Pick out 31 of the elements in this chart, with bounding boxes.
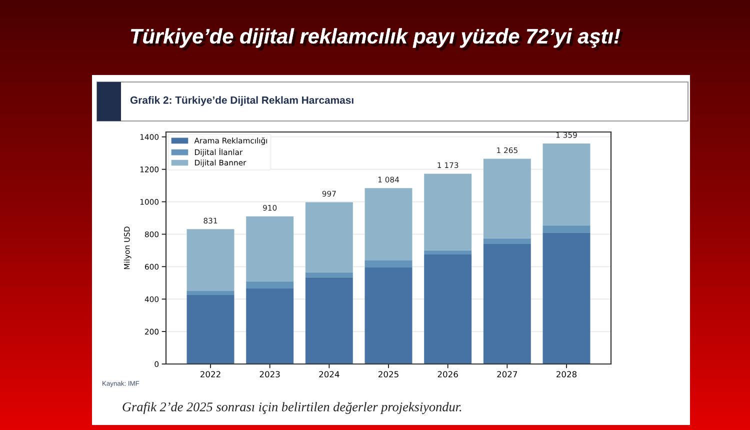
bar (186, 290, 234, 296)
text: Grafik 2’de 2025 sonrası için belirtilen değerler projeksiyondur. (122, 402, 462, 414)
x-tick-label: 2024 (319, 371, 340, 378)
bar (483, 158, 531, 238)
bar (246, 281, 294, 289)
x-tick-label: 2028 (556, 371, 577, 378)
x-tick-label: 2027 (497, 371, 518, 378)
bar (424, 174, 472, 250)
bar (364, 188, 412, 260)
bar (483, 238, 531, 244)
bar (542, 225, 590, 233)
bar (364, 260, 412, 268)
bar (246, 216, 294, 282)
bar (305, 277, 353, 364)
bar (305, 202, 353, 272)
bar (424, 250, 472, 254)
bar (542, 232, 590, 364)
x-tick-label: 2022 (200, 371, 220, 378)
x-tick-label: 2025 (378, 371, 398, 378)
bar (483, 244, 531, 364)
x-tick-label: 2023 (260, 371, 280, 378)
chart-title: Türkiye’de dijital reklamcılık payı yüzde 72’yi aştı! (131, 28, 623, 50)
x-tick-label: 2026 (438, 371, 458, 378)
bar (364, 267, 412, 364)
bar (542, 144, 590, 226)
chart-subtitle: Grafik 2: Türkiye’de Dijital Reklam Harcaması (130, 96, 354, 106)
bar (305, 272, 353, 278)
bar (246, 288, 294, 364)
bar (186, 229, 234, 291)
bar (186, 295, 234, 364)
bar (424, 254, 472, 364)
